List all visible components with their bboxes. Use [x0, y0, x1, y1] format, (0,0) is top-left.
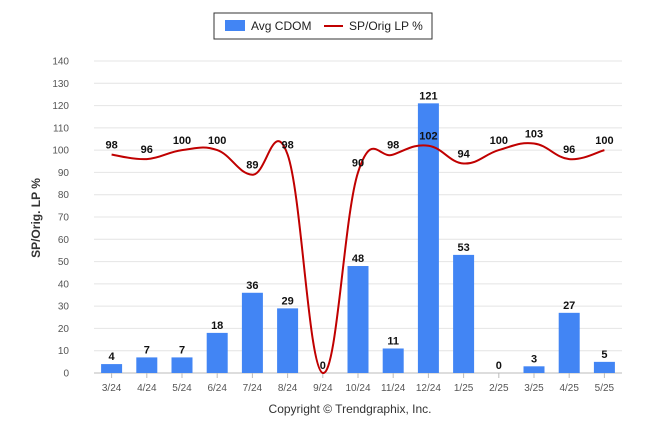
bar-data-labels: 4 7 7 18 36 29 0 48 11 121 53 0 3 27 5	[109, 90, 608, 372]
bars-avg-cdom	[101, 103, 615, 373]
x-tick-label: 2/25	[489, 383, 509, 394]
line-data-label: 100	[173, 135, 191, 147]
x-tick-label: 5/24	[172, 383, 192, 394]
x-tick-label: 5/25	[595, 383, 615, 394]
line-data-labels: 98 96 100 100 89 98 90 98 102 94 100 103 96 100	[105, 128, 613, 171]
x-tick-label: 11/24	[381, 383, 406, 394]
bar-data-label: 29	[281, 295, 293, 307]
x-tick-label: 6/24	[207, 383, 227, 394]
bar	[593, 361, 615, 373]
y-tick-label: 90	[58, 168, 70, 179]
bar	[523, 366, 545, 373]
bar-data-label: 5	[601, 349, 607, 361]
line-data-label: 103	[525, 128, 543, 140]
bar	[347, 266, 369, 373]
x-tick-label: 8/24	[278, 383, 298, 394]
x-tick-label: 4/25	[559, 383, 579, 394]
bar	[206, 332, 228, 373]
x-tick-label: 3/25	[524, 383, 544, 394]
y-tick-label: 100	[52, 146, 69, 157]
line-data-label: 100	[490, 135, 508, 147]
line-sp-orig-lp	[111, 140, 605, 375]
bar	[171, 357, 193, 373]
bar	[241, 292, 263, 373]
line-data-label: 90	[352, 157, 364, 169]
bar	[101, 364, 123, 373]
bar	[558, 312, 580, 373]
y-tick-label: 130	[52, 79, 69, 90]
bar	[136, 357, 158, 373]
bar	[417, 103, 439, 373]
bar-data-label: 7	[179, 344, 185, 356]
bar-data-label: 0	[496, 360, 502, 372]
y-tick-label: 110	[53, 123, 69, 134]
bar-data-label: 7	[144, 344, 150, 356]
bar	[277, 308, 299, 373]
legend-label-sp-orig-lp: SP/Orig LP %	[349, 19, 423, 33]
y-tick-label: 0	[63, 369, 69, 380]
bar-data-label: 48	[352, 253, 364, 265]
bar	[382, 348, 404, 373]
line-data-label: 100	[208, 135, 226, 147]
bar	[453, 254, 475, 373]
y-tick-label: 40	[58, 279, 70, 290]
y-tick-label: 80	[58, 190, 70, 201]
line-data-label: 89	[246, 160, 258, 172]
x-tick-label: 1/25	[454, 383, 474, 394]
copyright-text: Copyright © Trendgraphix, Inc.	[269, 402, 432, 416]
y-axis-label: SP/Orig. LP %	[29, 178, 43, 258]
line-data-label: 98	[281, 140, 293, 152]
bar-data-label: 0	[320, 360, 326, 372]
y-tick-label: 120	[52, 101, 69, 112]
legend-box	[213, 12, 433, 40]
x-tick-label: 3/24	[102, 383, 122, 394]
y-tick-label: 60	[58, 235, 70, 246]
legend-label-avg-cdom: Avg CDOM	[251, 19, 311, 33]
x-tick-label: 4/24	[137, 383, 157, 394]
bar-data-label: 36	[246, 280, 258, 292]
y-tick-label: 10	[58, 346, 70, 357]
x-tick-label: 10/24	[345, 383, 370, 394]
x-tick-label: 12/24	[416, 383, 441, 394]
y-tick-label: 140	[52, 57, 69, 68]
y-axis-ticks: 0 10 20 30 40 50 60 70 80 90 100 110 120 130 140	[52, 57, 69, 380]
bar-data-label: 11	[387, 335, 399, 347]
line-data-label: 94	[457, 149, 470, 161]
legend-swatch-avg-cdom	[225, 20, 245, 31]
y-tick-label: 30	[58, 302, 70, 313]
line-data-label: 100	[595, 135, 613, 147]
bar-data-label: 121	[419, 90, 437, 102]
x-tick-label: 7/24	[243, 383, 263, 394]
bar-data-label: 3	[531, 353, 537, 365]
line-data-label: 98	[387, 140, 399, 152]
y-tick-label: 50	[58, 257, 70, 268]
y-tick-label: 70	[58, 213, 70, 224]
line-data-label: 96	[141, 144, 153, 156]
bar-data-label: 4	[109, 351, 116, 363]
bar-data-label: 18	[211, 320, 223, 332]
x-tick-label: 9/24	[313, 383, 333, 394]
bar-data-label: 53	[457, 242, 469, 254]
x-axis-ticks: 3/24 4/24 5/24 6/24 7/24 8/24 9/24 10/24 11/24 12…	[102, 373, 615, 394]
bar-data-label: 27	[563, 300, 575, 312]
line-data-label: 96	[563, 144, 575, 156]
y-tick-label: 20	[58, 324, 70, 335]
legend: Avg CDOM SP/Orig LP %	[213, 12, 433, 40]
line-data-label: 98	[105, 140, 117, 152]
line-data-label: 102	[419, 131, 437, 143]
